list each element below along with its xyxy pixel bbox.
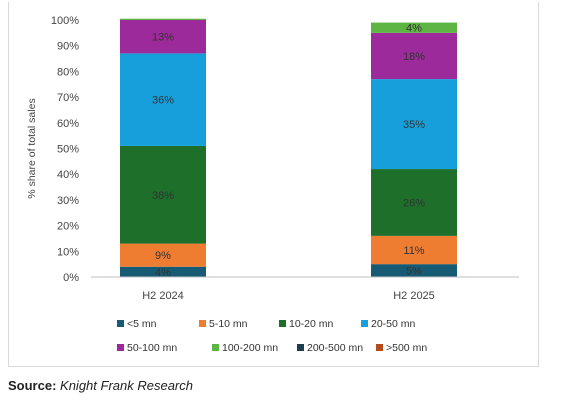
data-label: 13% [152,32,174,44]
data-label: 11% [403,245,424,257]
y-tick-label: 90% [57,41,79,53]
y-tick-label: 0% [63,272,79,284]
chart-frame: 0% 10% 20% 30% 40% 50% 60% 70% 80% 90% 100% % share… [8,2,539,367]
y-tick-label: 100% [51,15,79,27]
data-label: 36% [152,95,174,107]
bar-segment [371,169,457,236]
legend-swatch [361,320,368,327]
legend-swatch [376,344,383,351]
legend-swatch [297,344,304,351]
legend-label: 20-50 mn [371,318,416,330]
legend-label: >500 mn [386,342,427,354]
legend-label: 200-500 mn [307,342,363,354]
data-label: 38% [152,190,174,202]
bar-segment [371,22,457,33]
source-label: Source: [8,378,57,393]
data-label: 9% [155,250,171,262]
legend-swatch [279,320,286,327]
data-label: 35% [403,119,425,131]
bar-segment [120,20,206,54]
legend-label: 5-10 mn [209,318,248,330]
bar-segment [371,264,457,277]
bar-segment [371,79,457,170]
y-tick-label: 60% [57,118,79,130]
x-tick-label: H2 2025 [393,290,435,302]
y-tick-label: 50% [57,144,79,156]
legend-swatch [199,320,206,327]
bar-segment [120,145,206,244]
bar-segment [371,235,457,265]
data-label: 4% [406,23,422,35]
x-tick-label: H2 2024 [142,290,184,302]
bar-segment [120,266,206,277]
y-tick-label: 30% [57,195,79,207]
legend-swatch [212,344,219,351]
legend-label: 10-20 mn [289,318,334,330]
y-tick-label: 70% [57,92,79,104]
stacked-bar-chart: 0% 10% 20% 30% 40% 50% 60% 70% 80% 90% 100% % share… [26,15,519,354]
source-note: Source: Knight Frank Research [8,378,193,393]
legend-label: 50-100 mn [127,342,177,354]
bar-segment [120,243,206,267]
legend-swatch [117,320,124,327]
source-text: Knight Frank Research [60,378,193,393]
y-tick-label: 80% [57,66,79,78]
data-label: 5% [406,266,422,278]
data-label: 26% [403,197,425,209]
y-tick-label: 40% [57,169,79,181]
y-tick-label: 10% [57,246,79,258]
data-label: 18% [403,51,425,63]
bar-segment [120,53,206,146]
y-tick-label: 20% [57,221,79,233]
y-axis-title: % share of total sales [26,98,38,198]
legend-label: 100-200 mn [222,342,278,354]
data-label: 4% [155,267,171,279]
legend-label: <5 mn [127,318,157,330]
legend-swatch [117,344,124,351]
bar-segment [120,18,206,20]
bar-segment [371,32,457,80]
